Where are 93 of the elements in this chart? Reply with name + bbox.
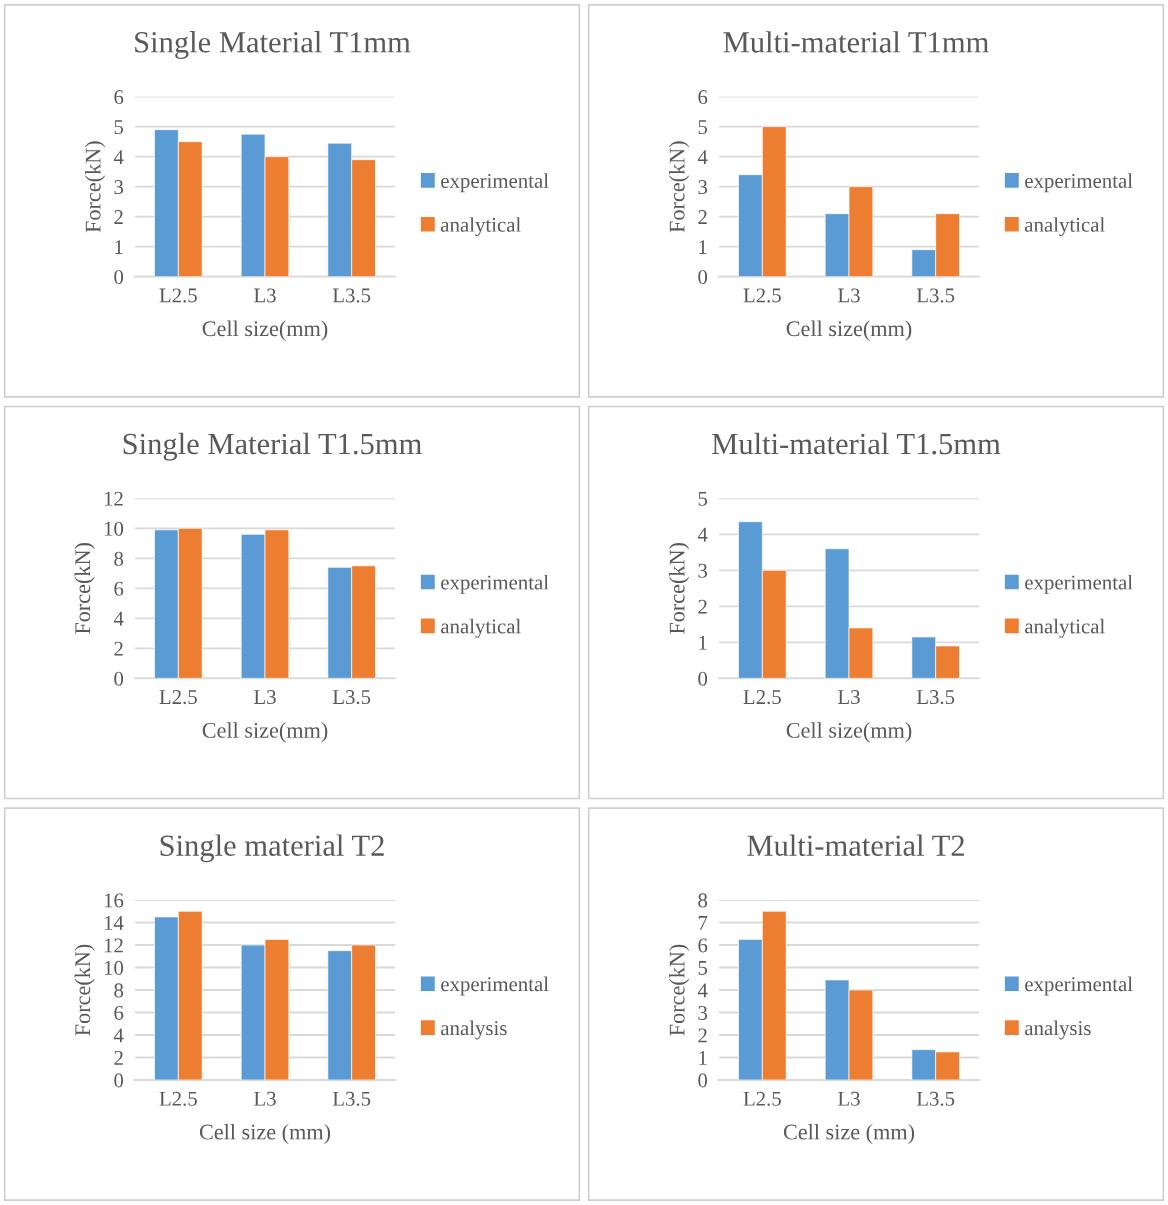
y-tick-label: 5 (114, 120, 124, 135)
legend-label: experimental (1025, 173, 1133, 193)
x-tick-label: L3.5 (332, 1091, 371, 1106)
x-tick-label: L3 (254, 288, 276, 303)
legend-label: analysis (441, 1020, 507, 1040)
y-tick-label: 5 (698, 961, 708, 975)
chart-title: Multi-material T1mm (723, 31, 989, 53)
y-tick-label: 6 (114, 581, 124, 596)
x-axis-title: Cell size(mm) (202, 722, 328, 743)
y-tick-label: 12 (104, 491, 123, 506)
legend-label: experimental (441, 173, 549, 193)
x-tick-label: L3 (838, 690, 860, 705)
y-tick-label: 4 (697, 527, 708, 542)
x-axis-title: Cell size(mm) (786, 320, 912, 341)
chart-title: Single material T2 (160, 834, 384, 863)
y-tick-label: 10 (104, 960, 124, 975)
x-tick-label: L3.5 (916, 1091, 955, 1106)
y-tick-label: 1 (115, 240, 123, 254)
y-tick-label: 1 (699, 240, 707, 254)
chart-title: Single Material T1mm (135, 31, 411, 59)
legend-label: analytical (441, 217, 521, 237)
y-tick-label: 4 (113, 150, 124, 164)
y-tick-label: 16 (104, 893, 124, 908)
y-axis-title: Force(kN) (84, 141, 106, 233)
y-tick-label: 3 (698, 180, 708, 195)
x-tick-label: L3.5 (916, 690, 955, 705)
y-tick-label: 0 (114, 671, 124, 686)
y-tick-label: 8 (114, 551, 124, 566)
x-tick-label: L2.5 (159, 690, 197, 705)
y-tick-label: 4 (113, 611, 124, 626)
x-tick-label: L3.5 (332, 288, 371, 303)
y-tick-label: 0 (698, 1073, 708, 1088)
y-axis-title: Force(kN) (668, 543, 690, 634)
legend-label: experimental (1025, 574, 1133, 594)
y-tick-label: 0 (114, 270, 124, 285)
x-tick-label: L2.5 (743, 288, 781, 303)
x-tick-label: L2.5 (159, 288, 197, 303)
y-tick-label: 8 (114, 983, 124, 998)
y-tick-label: 3 (698, 1005, 708, 1020)
y-tick-label: 0 (698, 671, 708, 686)
legend-label: experimental (1025, 976, 1133, 996)
chart-title: Multi-material T1.5mm (712, 432, 1001, 455)
x-axis-title: Cell size (mm) (783, 1123, 915, 1145)
y-tick-label: 4 (113, 1028, 124, 1043)
legend-label: experimental (441, 574, 549, 594)
y-tick-label: 10 (104, 521, 124, 536)
y-tick-label: 2 (114, 210, 123, 224)
x-axis-title: Cell size (mm) (199, 1123, 331, 1145)
y-tick-label: 5 (698, 120, 708, 135)
chart-title: Single Material T1.5mm (123, 432, 422, 461)
y-tick-label: 3 (698, 563, 708, 578)
y-axis-title: Force(kN) (74, 944, 95, 1036)
x-axis-title: Cell size(mm) (202, 320, 328, 341)
x-tick-label: L3.5 (332, 690, 371, 705)
x-tick-label: L3 (838, 288, 860, 303)
y-tick-label: 6 (698, 90, 708, 105)
x-axis-title: Cell size(mm) (786, 722, 912, 743)
y-tick-label: 6 (698, 938, 708, 953)
y-tick-label: 6 (114, 1005, 124, 1020)
y-tick-label: 1 (699, 635, 707, 650)
legend-label: analytical (441, 618, 521, 638)
y-axis-title: Force(kN) (668, 944, 690, 1036)
y-tick-label: 12 (104, 938, 123, 953)
y-axis-title: Force(kN) (74, 543, 95, 634)
y-tick-label: 7 (698, 916, 708, 930)
y-tick-label: 2 (114, 641, 123, 656)
y-tick-label: 2 (698, 599, 707, 614)
legend-label: analysis (1025, 1020, 1091, 1040)
y-tick-label: 8 (698, 893, 708, 908)
legend-label: analytical (1025, 217, 1105, 237)
y-tick-label: 6 (114, 90, 124, 105)
x-tick-label: L3 (254, 1091, 276, 1106)
x-tick-label: L3 (254, 690, 276, 705)
y-tick-label: 4 (697, 983, 708, 998)
x-tick-label: L2.5 (743, 690, 781, 705)
y-tick-label: 4 (697, 150, 708, 164)
x-tick-label: L3.5 (916, 288, 955, 303)
y-tick-label: 2 (698, 1028, 707, 1043)
y-tick-label: 14 (104, 915, 124, 930)
legend-label: analytical (1025, 618, 1105, 638)
y-tick-label: 2 (114, 1050, 123, 1065)
y-axis-title: Force(kN) (668, 141, 690, 233)
x-tick-label: L2.5 (159, 1091, 197, 1106)
y-tick-label: 1 (699, 1050, 707, 1065)
chart-title: Multi-material T2 (747, 834, 964, 856)
y-tick-label: 3 (114, 180, 124, 195)
x-tick-label: L3 (838, 1091, 860, 1106)
y-tick-label: 0 (114, 1073, 124, 1088)
x-tick-label: L2.5 (743, 1091, 781, 1106)
y-tick-label: 2 (698, 210, 707, 224)
y-tick-label: 0 (698, 270, 708, 285)
legend-label: experimental (441, 976, 549, 996)
y-tick-label: 5 (698, 491, 708, 506)
